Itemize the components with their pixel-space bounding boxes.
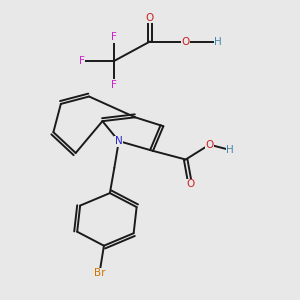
Text: H: H: [226, 145, 234, 155]
Text: Br: Br: [94, 268, 105, 278]
Text: F: F: [111, 80, 117, 90]
Text: N: N: [115, 136, 123, 146]
Text: H: H: [214, 37, 222, 46]
Text: O: O: [182, 37, 190, 46]
Text: F: F: [111, 32, 117, 42]
Text: O: O: [205, 140, 214, 150]
Text: O: O: [146, 13, 154, 23]
Text: O: O: [186, 179, 194, 189]
Text: F: F: [79, 56, 85, 66]
